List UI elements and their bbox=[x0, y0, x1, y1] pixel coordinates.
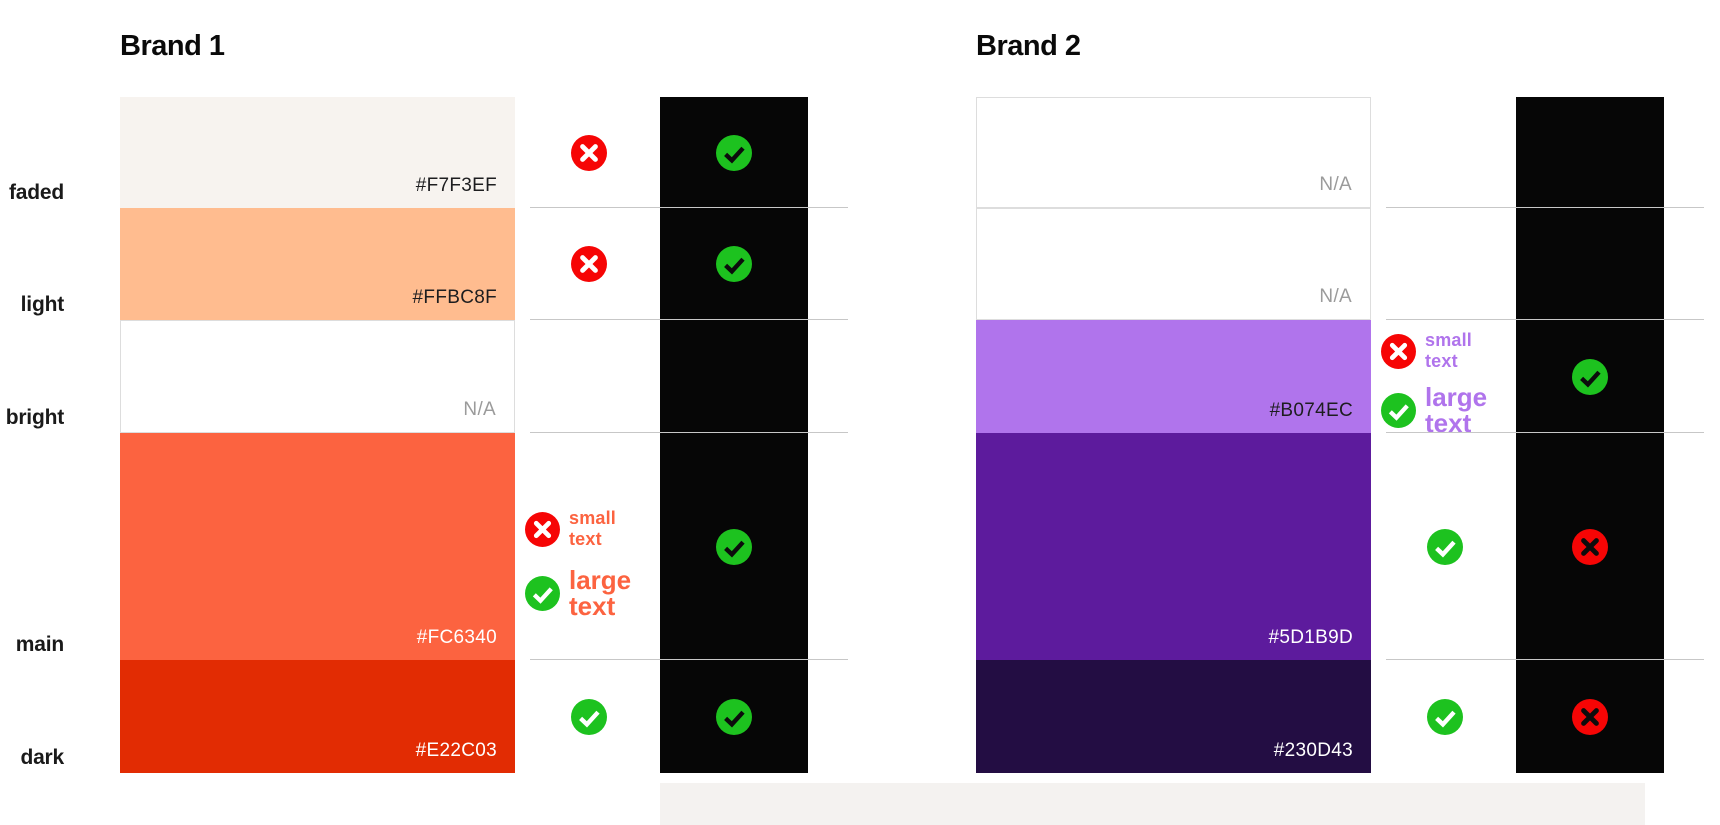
na-label: N/A bbox=[463, 399, 496, 420]
row-label-light: light bbox=[20, 293, 65, 316]
on-white-faded-empty bbox=[1380, 97, 1510, 208]
on-black-light-empty bbox=[1516, 208, 1664, 320]
brand-1-title: Brand 1 bbox=[120, 30, 225, 62]
fail-x-icon bbox=[525, 511, 560, 547]
hex-label: #FFBC8F bbox=[412, 287, 497, 308]
on-black-light bbox=[660, 208, 808, 320]
brand-2-title: Brand 2 bbox=[976, 30, 1081, 62]
pass-check-icon bbox=[1572, 358, 1608, 395]
fail-x-icon bbox=[571, 134, 607, 171]
pass-check-icon bbox=[716, 698, 752, 735]
on-black-main bbox=[1516, 433, 1664, 660]
on-white-main: small text large text bbox=[524, 433, 654, 660]
pass-check-icon bbox=[716, 246, 752, 282]
on-black-main bbox=[660, 433, 808, 660]
on-white-dark bbox=[524, 660, 654, 773]
fail-x-icon bbox=[571, 246, 607, 282]
row-label-dark: dark bbox=[20, 746, 64, 769]
brand-1-swatch-column: #F7F3EF #FFBC8F N/A #FC6340 #E22C03 bbox=[120, 97, 515, 773]
pass-check-icon bbox=[716, 528, 752, 565]
on-white-bright-empty bbox=[524, 320, 654, 433]
swatch-dark: #E22C03 bbox=[120, 660, 515, 773]
text-size-annotation: small text large text bbox=[1381, 330, 1510, 436]
row-divider bbox=[530, 659, 848, 660]
on-black-dark bbox=[660, 660, 808, 773]
brand-1-on-black-column bbox=[660, 97, 808, 773]
pass-check-icon bbox=[525, 575, 560, 611]
on-white-dark bbox=[1380, 660, 1510, 773]
brand-2-swatch-column: N/A N/A #B074EC #5D1B9D #230D43 bbox=[976, 97, 1371, 773]
hex-label: #B074EC bbox=[1269, 400, 1353, 421]
swatch-main: #FC6340 bbox=[120, 433, 515, 660]
small-text-result: small text bbox=[525, 508, 654, 550]
row-divider bbox=[530, 432, 848, 433]
brand-1-on-white-column: small text large text bbox=[524, 97, 654, 773]
pass-check-icon bbox=[716, 134, 752, 171]
hex-label: #F7F3EF bbox=[415, 175, 497, 196]
brand-2-section: Brand 2 N/A N/A #B074EC #5D1B9D #230D43 bbox=[856, 0, 1720, 825]
text-size-annotation: small text large text bbox=[525, 508, 654, 619]
brand-2-on-black-column bbox=[1516, 97, 1664, 773]
na-label: N/A bbox=[1319, 286, 1352, 307]
pass-check-icon bbox=[1381, 392, 1416, 428]
row-divider bbox=[530, 207, 848, 208]
swatch-bright-na: N/A bbox=[120, 320, 515, 433]
pass-check-icon bbox=[571, 698, 607, 735]
fail-x-icon bbox=[1572, 528, 1608, 565]
row-divider bbox=[1386, 319, 1704, 320]
row-label-bright: bright bbox=[5, 406, 64, 429]
large-text-result: large text bbox=[525, 567, 654, 619]
on-black-bright-empty bbox=[660, 320, 808, 433]
on-black-faded bbox=[660, 97, 808, 208]
row-divider bbox=[1386, 207, 1704, 208]
small-text-result: small text bbox=[1381, 330, 1510, 372]
on-white-main bbox=[1380, 433, 1510, 660]
on-black-bright bbox=[1516, 320, 1664, 433]
row-divider bbox=[1386, 432, 1704, 433]
pass-check-icon bbox=[1427, 698, 1463, 735]
on-white-light bbox=[524, 208, 654, 320]
swatch-light-na: N/A bbox=[976, 208, 1371, 320]
swatch-dark: #230D43 bbox=[976, 660, 1371, 773]
hex-label: #FC6340 bbox=[416, 627, 497, 648]
fail-x-icon bbox=[1381, 333, 1416, 369]
hex-label: #E22C03 bbox=[415, 740, 497, 761]
bottom-gray-bar bbox=[660, 783, 1645, 825]
on-white-light-empty bbox=[1380, 208, 1510, 320]
on-white-bright: small text large text bbox=[1380, 320, 1510, 436]
swatch-light: #FFBC8F bbox=[120, 208, 515, 320]
row-label-faded: faded bbox=[8, 181, 64, 204]
on-black-dark bbox=[1516, 660, 1664, 773]
brand-1-section: Brand 1 #F7F3EF #FFBC8F N/A #FC6340 #E22… bbox=[120, 30, 848, 773]
on-black-faded-empty bbox=[1516, 97, 1664, 208]
row-label-main: main bbox=[15, 633, 64, 656]
na-label: N/A bbox=[1319, 174, 1352, 195]
pass-check-icon bbox=[1427, 528, 1463, 565]
row-divider bbox=[530, 319, 848, 320]
large-text-label: large text bbox=[1425, 382, 1488, 438]
on-white-faded bbox=[524, 97, 654, 208]
swatch-faded: #F7F3EF bbox=[120, 97, 515, 208]
swatch-bright: #B074EC bbox=[976, 320, 1371, 433]
fail-x-icon bbox=[1572, 698, 1608, 735]
large-text-label: large text bbox=[569, 565, 632, 621]
row-divider bbox=[1386, 659, 1704, 660]
small-text-label: small text bbox=[1424, 330, 1473, 371]
swatch-main: #5D1B9D bbox=[976, 433, 1371, 660]
brand-2-on-white-column: small text large text bbox=[1380, 97, 1510, 773]
hex-label: #230D43 bbox=[1273, 740, 1353, 761]
small-text-label: small text bbox=[568, 508, 617, 549]
large-text-result: large text bbox=[1381, 384, 1510, 436]
hex-label: #5D1B9D bbox=[1268, 627, 1353, 648]
swatch-faded-na: N/A bbox=[976, 97, 1371, 208]
